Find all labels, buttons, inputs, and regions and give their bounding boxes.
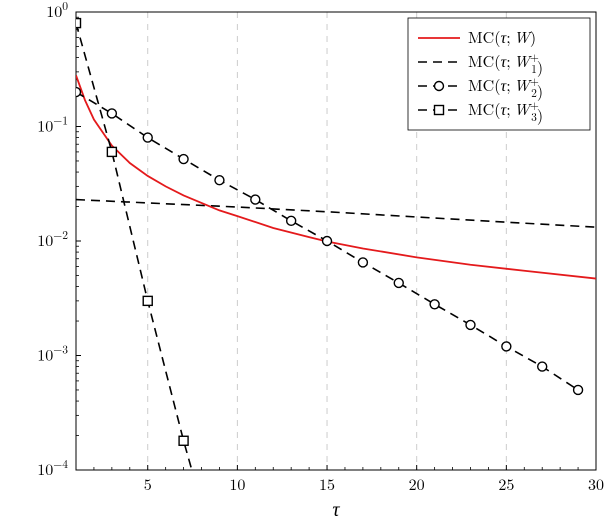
xtick-label: 25 (498, 472, 514, 495)
xtick-label: 5 (144, 472, 152, 495)
x-axis-label: τ (332, 493, 340, 520)
legend-marker (435, 82, 444, 91)
xtick-label: 10 (229, 472, 245, 495)
marker-circle (358, 258, 367, 267)
marker-circle (538, 362, 547, 371)
marker-circle (502, 342, 511, 351)
legend-marker (435, 106, 444, 115)
chart-container: 51015202530τ10−410−310−210−1100MC(τ; W)M… (0, 0, 614, 520)
marker-square (179, 436, 188, 445)
xtick-label: 30 (588, 472, 604, 495)
marker-circle (215, 176, 224, 185)
marker-circle (179, 155, 188, 164)
xtick-label: 15 (319, 472, 335, 495)
legend: MC(τ; W)MC(τ; W+1)MC(τ; W+2)MC(τ; W+3) (408, 18, 590, 130)
marker-circle (430, 300, 439, 309)
marker-circle (251, 195, 260, 204)
marker-circle (323, 237, 332, 246)
marker-circle (143, 133, 152, 142)
marker-square (143, 296, 152, 305)
marker-circle (394, 278, 403, 287)
chart-svg: 51015202530τ10−410−310−210−1100MC(τ; W)M… (0, 0, 614, 520)
marker-circle (466, 320, 475, 329)
marker-circle (287, 216, 296, 225)
legend-label: MC(τ; W) (468, 25, 536, 48)
marker-circle (107, 109, 116, 118)
marker-circle (574, 385, 583, 394)
xtick-label: 20 (409, 472, 425, 495)
marker-square (107, 147, 116, 156)
